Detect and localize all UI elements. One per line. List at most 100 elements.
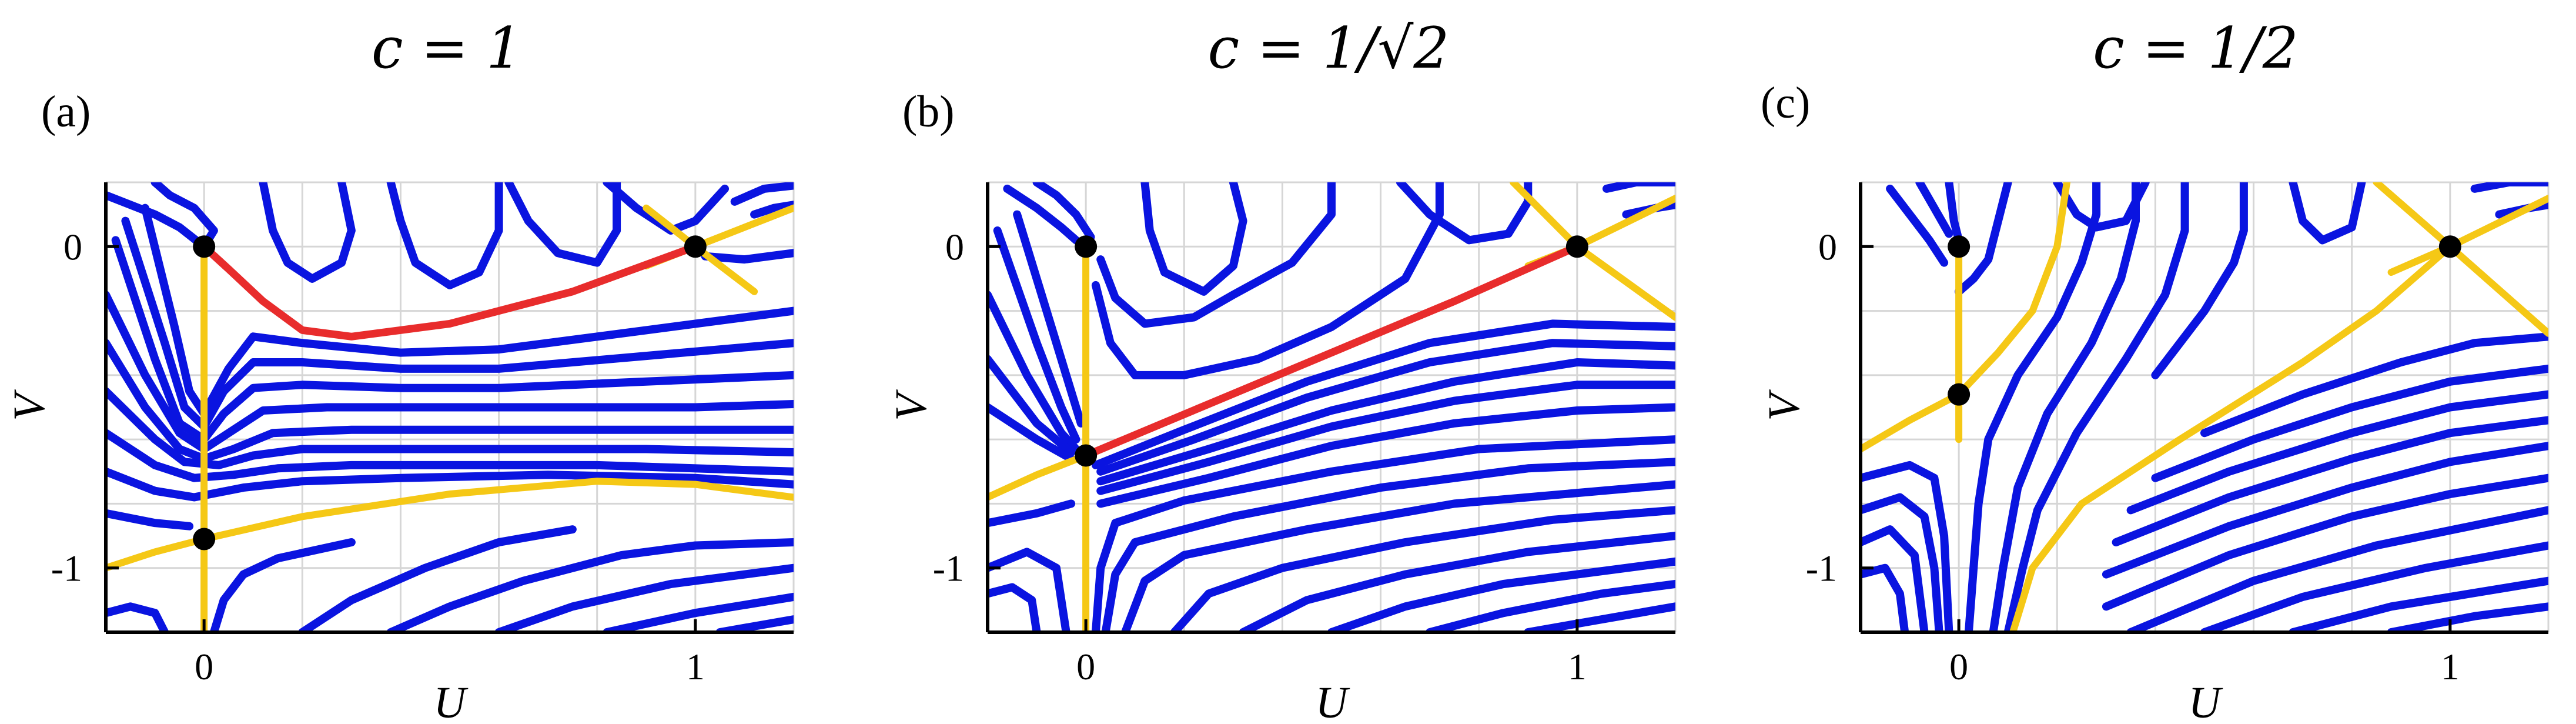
separatrix-line <box>1861 182 2070 453</box>
panel-label-b: (b) <box>902 87 955 136</box>
trajectory-line <box>1096 358 1675 486</box>
trajectory-line <box>259 182 356 283</box>
fixed-point-marker <box>2438 235 2461 258</box>
trajectory-line <box>111 236 794 444</box>
trajectory-line <box>1032 182 1095 241</box>
curves-a <box>106 182 794 632</box>
trajectory-line <box>1013 210 1085 428</box>
trajectory-line <box>1964 182 2101 632</box>
y-tick-label: 0 <box>63 226 82 268</box>
trajectory-line <box>988 499 1076 528</box>
x-tick-label: 0 <box>1076 646 1095 688</box>
panel-b: c = 1/√2 (b) 0 1 0 -1 U V <box>886 15 1677 724</box>
plot-area-c: 0 1 0 -1 U V <box>1759 181 2550 724</box>
y-tick-label: -1 <box>1806 548 1837 589</box>
trajectory-line <box>1096 182 1336 328</box>
trajectory-line <box>106 509 194 531</box>
trajectory-line <box>988 355 1076 456</box>
trajectory-line <box>106 467 794 502</box>
heteroclinic-orbit <box>200 242 700 341</box>
trajectory-line <box>2112 416 2548 546</box>
trajectory-line <box>988 403 1076 463</box>
y-tick-label: -1 <box>933 548 964 589</box>
trajectory-line <box>121 216 794 431</box>
trajectory-line <box>750 201 794 219</box>
trajectory-line <box>106 339 794 463</box>
trajectory-line <box>106 191 209 251</box>
trajectory-line <box>1861 563 1909 632</box>
trajectory-line <box>298 525 577 632</box>
panel-c: c = 1/2 (c) 0 1 0 -1 U V <box>1759 15 2550 724</box>
trajectory-line <box>1140 182 1247 296</box>
trajectory-line <box>2126 506 2548 632</box>
fixed-point-marker <box>1565 235 1588 258</box>
trajectory-line <box>1096 403 1675 508</box>
trajectory-line <box>988 548 1070 632</box>
trajectory-line <box>1989 182 2140 632</box>
fixed-point-marker <box>1075 444 1098 467</box>
y-axis-label: V <box>5 389 54 421</box>
trajectory-line <box>1091 319 1675 469</box>
x-tick-label: 1 <box>2441 646 2460 688</box>
separatrix-line <box>106 478 794 572</box>
trajectory-line <box>1603 182 1675 193</box>
trajectory-line <box>1091 435 1675 632</box>
trajectory-line <box>715 615 794 632</box>
trajectory-line <box>2102 473 2548 611</box>
trajectory-line <box>2151 182 2248 379</box>
trajectory-line <box>106 429 794 482</box>
trajectory-line <box>2470 182 2548 193</box>
trajectory-line <box>2289 182 2366 245</box>
trajectory-line <box>1096 339 1675 476</box>
trajectory-line <box>150 182 218 251</box>
fixed-point-marker <box>1948 235 1971 258</box>
fixed-point-marker <box>193 528 216 550</box>
trajectory-line <box>494 563 794 632</box>
trajectory-line <box>1524 602 1675 632</box>
y-tick-label: -1 <box>51 548 82 589</box>
x-tick-label: 0 <box>1949 646 1968 688</box>
fixed-point-marker <box>1948 383 1971 406</box>
heteroclinic-orbit <box>1082 242 1581 459</box>
fixed-point-marker <box>684 235 707 258</box>
fixed-point-marker <box>1075 235 1098 258</box>
trajectory-line <box>2387 602 2548 632</box>
trajectory-line <box>106 602 169 632</box>
trajectory-line <box>1945 182 1963 245</box>
trajectory-line <box>1861 461 1953 632</box>
trajectory-line <box>1091 182 1444 379</box>
trajectory-line <box>1396 182 1533 245</box>
y-tick-label: 0 <box>945 226 964 268</box>
panel-title-a: c = 1 <box>372 15 522 81</box>
trajectory-line <box>386 182 503 289</box>
panel-title-b: c = 1/√2 <box>1208 15 1450 81</box>
panel-a: c = 1 (a) 0 1 0 -1 U V <box>5 15 795 724</box>
trajectory-line <box>1239 532 1675 632</box>
trajectory-line <box>603 592 794 632</box>
trajectory-line <box>106 291 794 453</box>
trajectory-line <box>988 291 1080 453</box>
trajectory-line <box>988 583 1041 632</box>
trajectory-line <box>2200 541 2548 632</box>
x-tick-label: 1 <box>1568 646 1587 688</box>
curves-c <box>1861 182 2548 632</box>
y-axis-label: V <box>1759 389 1809 421</box>
trajectory-line <box>1861 525 1929 632</box>
plot-area-b: 0 1 0 -1 U V <box>886 181 1677 724</box>
trajectory-line <box>2151 364 2548 482</box>
x-tick-label: 0 <box>195 646 213 688</box>
trajectory-line <box>993 226 1080 444</box>
trajectory-line <box>386 538 794 632</box>
trajectory-line <box>701 249 794 264</box>
separatrix-line <box>988 452 1090 501</box>
x-axis-label: U <box>1316 678 1350 724</box>
trajectory-line <box>209 538 356 632</box>
panel-label-a: (a) <box>41 87 91 136</box>
x-axis-label: U <box>2189 678 2223 724</box>
separatrix-line <box>2009 243 2454 632</box>
curves-b <box>988 182 1675 632</box>
trajectory-line <box>1955 182 2012 296</box>
trajectory-line <box>106 387 794 469</box>
panel-title-c: c = 1/2 <box>2093 15 2299 81</box>
